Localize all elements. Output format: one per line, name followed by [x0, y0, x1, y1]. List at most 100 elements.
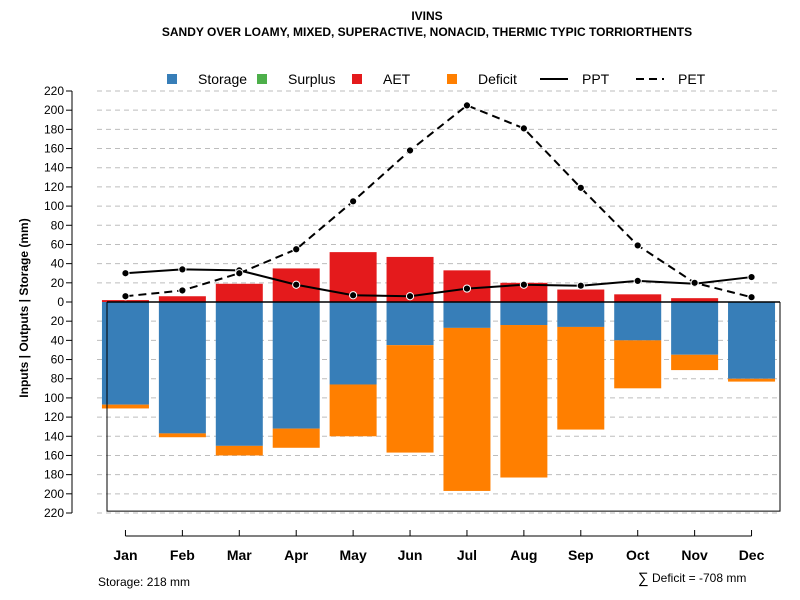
ppt-point: [405, 292, 415, 301]
lines-group: [121, 101, 756, 302]
x-tick-label: Sep: [568, 547, 594, 563]
x-tick-label: Mar: [227, 547, 252, 563]
y-tick-label: 100: [44, 391, 64, 405]
storage-bar: [329, 302, 377, 385]
pet-point: [178, 286, 187, 295]
ppt-point: [576, 281, 585, 290]
storage-bar: [272, 302, 320, 429]
y-tick-label: 40: [51, 257, 65, 271]
y-tick-label: 80: [51, 372, 65, 386]
legend-label-deficit: Deficit: [478, 71, 517, 87]
y-tick-label: 220: [44, 84, 64, 98]
aet-bar: [101, 300, 149, 302]
pet-point: [747, 293, 756, 302]
x-tick-label: Feb: [170, 547, 195, 563]
y-tick-label: 200: [44, 487, 64, 501]
legend-label-surplus: Surplus: [288, 71, 335, 87]
deficit-bar: [215, 445, 263, 456]
deficit-bar: [329, 384, 377, 437]
y-tick-label: 40: [51, 333, 65, 347]
pet-point: [121, 292, 130, 301]
legend-swatch-storage: [167, 74, 177, 84]
aet-bar: [215, 283, 263, 302]
deficit-bar: [557, 326, 605, 430]
storage-bar: [728, 302, 776, 379]
ppt-point: [178, 265, 187, 274]
storage-bar: [158, 302, 206, 434]
chart-subtitle: SANDY OVER LOAMY, MIXED, SUPERACTIVE, NO…: [162, 25, 692, 39]
ppt-point: [747, 272, 756, 282]
legend-label-aet: AET: [383, 71, 411, 87]
y-tick-label: 220: [44, 506, 64, 520]
ppt-point: [462, 284, 472, 293]
aet-bar: [500, 282, 548, 302]
pet-point: [633, 241, 642, 250]
deficit-bar: [101, 404, 149, 409]
storage-bar: [557, 302, 605, 327]
x-tick-label: Jun: [398, 547, 423, 563]
aet-bar: [671, 298, 719, 302]
deficit-bar: [443, 327, 491, 491]
bars-group: [101, 252, 776, 491]
ppt-point: [633, 276, 642, 285]
legend: Storage Surplus AET Deficit PPT PET: [167, 71, 706, 87]
y-tick-label: 80: [51, 218, 65, 232]
y-tick-label: 60: [51, 237, 65, 251]
x-tick-label: Oct: [626, 547, 650, 563]
pet-point: [519, 124, 528, 133]
storage-bar: [500, 302, 548, 326]
y-tick-label: 140: [44, 429, 64, 443]
deficit-bar: [272, 428, 320, 448]
storage-frame: [106, 301, 781, 512]
storage-capacity-outline: [106, 302, 781, 512]
deficit-bar: [671, 354, 719, 371]
x-tick-label: May: [340, 547, 367, 563]
grid-lines: [97, 90, 780, 514]
storage-bar: [101, 302, 149, 405]
storage-bar: [215, 302, 263, 446]
y-tick-label: 100: [44, 199, 64, 213]
legend-swatch-surplus: [257, 74, 267, 84]
storage-bar: [614, 302, 662, 341]
deficit-bar: [614, 340, 662, 389]
legend-label-storage: Storage: [198, 71, 247, 87]
sum-symbol: ∑: [638, 570, 649, 587]
y-tick-label: 180: [44, 122, 64, 136]
pet-point: [235, 269, 244, 278]
ppt-line: [125, 268, 752, 298]
aet-bar: [158, 296, 206, 302]
ppt-point: [349, 291, 358, 300]
storage-bar: [671, 302, 719, 355]
legend-swatch-aet: [352, 74, 362, 84]
y-tick-label: 120: [44, 410, 64, 424]
legend-label-ppt: PPT: [582, 71, 610, 87]
deficit-bar: [500, 325, 548, 478]
y-tick-label: 20: [51, 314, 65, 328]
x-tick-label: Jul: [457, 547, 477, 563]
pet-line: [125, 104, 752, 299]
y-tick-label: 20: [51, 276, 65, 290]
deficit-footer: Deficit = -708 mm: [652, 571, 746, 585]
x-tick-label: Jan: [113, 547, 137, 563]
aet-bar: [614, 294, 662, 302]
aet-bar: [557, 289, 605, 302]
storage-bar: [386, 302, 434, 346]
x-axis: Jan Feb Mar Apr May Jun Jul Aug Sep Oct Nov Dec: [113, 530, 765, 563]
storage-bar: [443, 302, 491, 328]
pet-point: [462, 101, 472, 110]
x-tick-label: Aug: [510, 547, 537, 563]
x-tick-label: Dec: [739, 547, 765, 563]
y-tick-label: 0: [57, 295, 64, 309]
deficit-bar: [386, 345, 434, 453]
y-tick-label: 200: [44, 103, 64, 117]
y-tick-label: 60: [51, 353, 65, 367]
y-axis-label: Inputs | Outputs | Storage (mm): [17, 218, 31, 397]
y-tick-label: 120: [44, 180, 64, 194]
deficit-bar: [728, 378, 776, 382]
storage-footer: Storage: 218 mm: [98, 575, 190, 589]
pet-point: [690, 278, 699, 287]
pet-point: [576, 183, 585, 192]
y-tick-label: 160: [44, 142, 64, 156]
pet-point: [349, 197, 358, 206]
